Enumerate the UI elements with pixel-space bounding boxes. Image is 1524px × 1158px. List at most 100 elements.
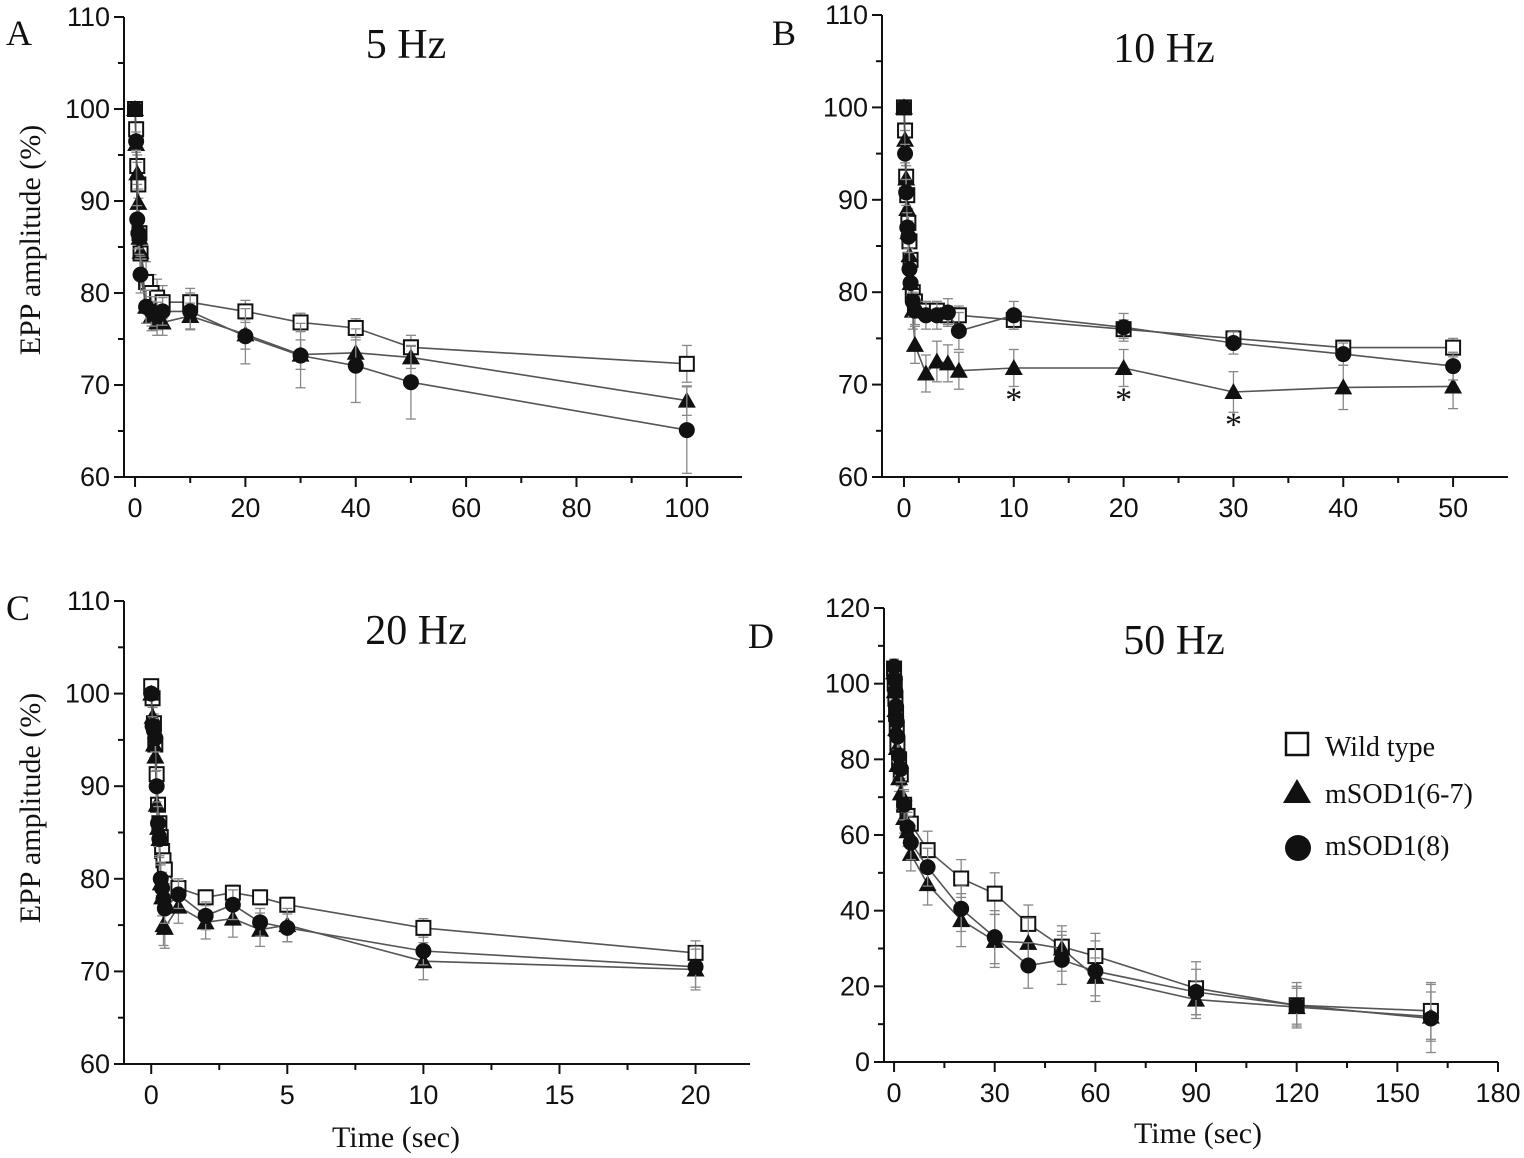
panel-letter-b: B: [772, 13, 796, 53]
y-tick-label-b: 100: [823, 92, 868, 122]
data-point-circle: [252, 914, 269, 931]
data-point-circle: [888, 713, 905, 730]
data-point-circle: [402, 374, 419, 391]
x-tick-label-a: 0: [128, 493, 143, 523]
data-point-circle: [150, 815, 167, 832]
data-point-circle: [917, 307, 934, 324]
data-point-square: [252, 889, 269, 906]
significance-asterisk-b: *: [1005, 381, 1022, 418]
data-point-triangle: [129, 193, 148, 210]
y-tick-label-d: 0: [855, 1047, 870, 1077]
legend-label-wild-type: Wild type: [1325, 732, 1435, 763]
data-point-circle: [901, 261, 918, 278]
data-point-circle: [889, 728, 906, 745]
y-tick-label-d: 80: [840, 744, 870, 774]
y-tick-label-c: 110: [67, 586, 110, 616]
data-point-square: [415, 919, 432, 936]
data-point-triangle: [916, 364, 935, 381]
data-point-circle: [900, 228, 917, 245]
data-point-circle: [292, 347, 309, 364]
chart-panel-b: 60 70 80 90 100 110 0 10 20 30 40 50 * * *: [823, 0, 1508, 523]
x-tick-label-d: 60: [1080, 1078, 1110, 1108]
data-point-circle: [892, 760, 909, 777]
significance-asterisk-b: *: [1115, 381, 1132, 418]
panel-letter-a: A: [6, 13, 32, 53]
data-point-circle: [886, 658, 903, 675]
y-tick-label-a: 60: [80, 462, 110, 492]
data-point-triangle: [949, 361, 968, 378]
data-point-triangle: [890, 769, 909, 786]
data-point-circle: [899, 819, 916, 836]
series-wild-type-a: [127, 101, 695, 383]
data-point-circle: [888, 698, 905, 715]
x-tick-label-c: 10: [408, 1080, 438, 1110]
data-point-circle: [1225, 335, 1242, 352]
data-point-circle: [127, 101, 144, 117]
y-tick-label-b: 110: [825, 0, 868, 30]
series-msod1-8-c: [143, 685, 704, 988]
y-tick-label-c: 70: [80, 956, 110, 986]
y-tick-label-a: 110: [67, 2, 110, 32]
y-tick-label-d: 20: [840, 971, 870, 1001]
data-point-circle: [678, 422, 695, 439]
x-tick-label-d: 0: [887, 1078, 902, 1108]
data-point-circle: [279, 919, 296, 936]
data-point-circle: [895, 99, 912, 116]
y-tick-label-a: 100: [65, 94, 110, 124]
y-tick-label-b: 70: [838, 370, 868, 400]
legend-marker-msod1-8: [1285, 835, 1311, 861]
data-point-circle: [147, 730, 164, 747]
y-tick-label-a: 90: [80, 186, 110, 216]
legend-marker-msod1-6-7: [1283, 779, 1311, 803]
data-point-triangle: [938, 354, 957, 371]
data-point-circle: [1087, 963, 1104, 980]
x-tick-label-a: 40: [341, 493, 371, 523]
series-msod1-6-7-b: [894, 98, 1463, 413]
panel-letter-c: C: [6, 588, 30, 628]
data-point-circle: [151, 830, 168, 847]
data-point-circle: [347, 357, 364, 374]
panel-title-a: 5 Hz: [366, 22, 446, 68]
chart-panel-a: 60 70 80 90 100 110 0 20 40 60 80 100: [65, 2, 742, 523]
y-tick-label-a: 70: [80, 370, 110, 400]
series-wild-type-b: [895, 99, 1462, 358]
x-tick-label-d: 120: [1274, 1078, 1319, 1108]
data-point-circle: [887, 683, 904, 700]
data-point-circle: [182, 303, 199, 320]
panel-title-d: 50 Hz: [1123, 618, 1224, 664]
x-tick-label-a: 100: [664, 493, 709, 523]
data-point-triangle: [155, 918, 174, 935]
data-point-circle: [1288, 997, 1305, 1014]
x-tick-label-d: 180: [1475, 1078, 1520, 1108]
y-axis-title-c: EPP amplitude (%): [14, 693, 47, 924]
data-point-circle: [1335, 346, 1352, 363]
data-point-triangle: [927, 352, 946, 369]
chart-panel-d: 0 20 40 60 80 100 120 0 30 60 90 120 150 180: [825, 593, 1521, 1108]
x-tick-label-b: 20: [1109, 493, 1139, 523]
data-point-circle: [986, 929, 1003, 946]
y-axis-title-a: EPP amplitude (%): [14, 125, 47, 356]
data-point-circle: [224, 896, 241, 913]
y-tick-label-b: 90: [838, 185, 868, 215]
x-axis-title-c: Time (sec): [332, 1121, 460, 1154]
data-point-circle: [1422, 1010, 1439, 1027]
legend-label-msod1-8: mSOD1(8): [1325, 831, 1449, 862]
data-point-circle: [919, 859, 936, 876]
data-point-circle: [896, 796, 913, 813]
y-tick-label-c: 90: [80, 771, 110, 801]
data-point-circle: [197, 907, 214, 924]
x-tick-label-d: 30: [980, 1078, 1010, 1108]
data-point-triangle: [905, 335, 924, 352]
data-point-circle: [237, 328, 254, 345]
data-point-circle: [170, 886, 187, 903]
x-tick-label-a: 80: [561, 493, 591, 523]
data-point-triangle: [1224, 382, 1243, 399]
legend-label-msod1-6-7: mSOD1(6-7): [1325, 779, 1473, 810]
panel-title-c: 20 Hz: [365, 608, 466, 654]
data-point-circle: [1115, 319, 1132, 336]
x-tick-label-b: 30: [1218, 493, 1248, 523]
panel-title-b: 10 Hz: [1113, 26, 1214, 72]
panel-letter-d: D: [748, 616, 774, 656]
